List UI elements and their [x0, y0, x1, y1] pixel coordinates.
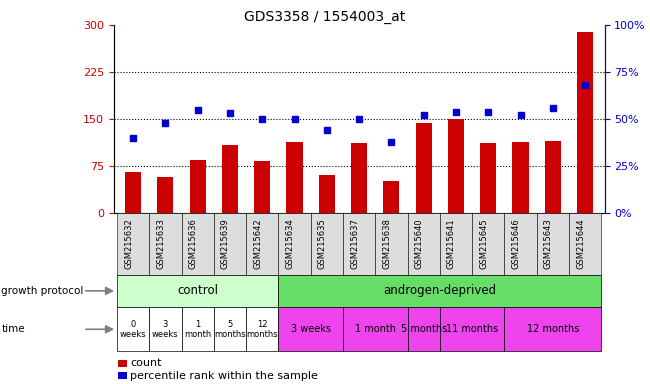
Text: 11 months: 11 months — [446, 324, 499, 334]
Text: GSM215645: GSM215645 — [479, 218, 488, 269]
Text: 1 month: 1 month — [355, 324, 396, 334]
Text: growth protocol: growth protocol — [1, 286, 84, 296]
Bar — [351, 143, 367, 213]
Text: GSM215638: GSM215638 — [382, 218, 391, 269]
Bar — [480, 143, 497, 213]
Text: GSM215634: GSM215634 — [285, 218, 294, 269]
Text: percentile rank within the sample: percentile rank within the sample — [130, 371, 318, 381]
Bar — [287, 142, 303, 213]
Bar — [125, 172, 141, 213]
Text: GSM215633: GSM215633 — [157, 218, 165, 269]
Bar — [384, 180, 400, 213]
Text: 12
months: 12 months — [246, 319, 278, 339]
Text: 12 months: 12 months — [526, 324, 579, 334]
Text: GSM215641: GSM215641 — [447, 218, 456, 269]
Bar — [254, 161, 270, 213]
Text: GSM215640: GSM215640 — [415, 218, 424, 269]
Bar — [415, 123, 432, 213]
Text: GSM215646: GSM215646 — [512, 218, 521, 269]
Text: 0
weeks: 0 weeks — [120, 319, 146, 339]
Text: GSM215636: GSM215636 — [188, 218, 198, 269]
Text: 3
weeks: 3 weeks — [152, 319, 179, 339]
Text: 5
months: 5 months — [214, 319, 246, 339]
Bar — [545, 141, 561, 213]
Text: GSM215644: GSM215644 — [576, 218, 585, 269]
Text: GSM215637: GSM215637 — [350, 218, 359, 269]
Bar — [448, 119, 464, 213]
Bar — [512, 142, 528, 213]
Bar — [222, 146, 238, 213]
Text: GSM215643: GSM215643 — [544, 218, 553, 269]
Text: GSM215642: GSM215642 — [254, 218, 262, 269]
Text: GSM215639: GSM215639 — [221, 218, 230, 269]
Text: 1
month: 1 month — [184, 319, 211, 339]
Text: GSM215632: GSM215632 — [124, 218, 133, 269]
Bar — [157, 177, 174, 213]
Bar — [318, 175, 335, 213]
Text: 5 months: 5 months — [400, 324, 447, 334]
Text: count: count — [130, 358, 161, 368]
Text: androgen-deprived: androgen-deprived — [384, 285, 497, 297]
Text: GDS3358 / 1554003_at: GDS3358 / 1554003_at — [244, 10, 406, 23]
Text: time: time — [1, 324, 25, 334]
Text: GSM215635: GSM215635 — [318, 218, 327, 269]
Bar — [577, 33, 593, 213]
Bar — [190, 160, 206, 213]
Text: 3 weeks: 3 weeks — [291, 324, 331, 334]
Text: control: control — [177, 285, 218, 297]
